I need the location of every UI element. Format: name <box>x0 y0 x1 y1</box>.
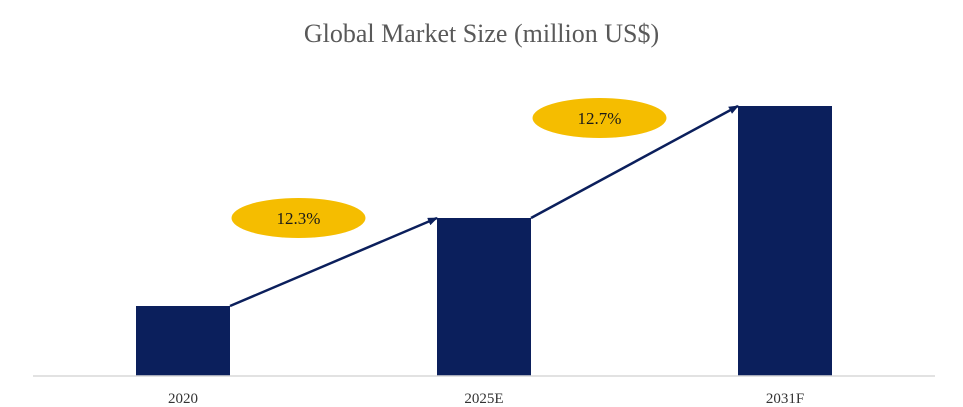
x-tick-label-2020: 2020 <box>168 391 198 407</box>
plot-area: 12.3% 12.7% <box>136 98 832 376</box>
bar-2025e <box>437 218 531 376</box>
x-tick-label-2031f: 2031F <box>766 391 804 407</box>
growth-label-1: 12.3% <box>277 209 321 228</box>
chart-title: Global Market Size (million US$) <box>304 19 659 48</box>
growth-arrow-1 <box>229 216 438 308</box>
growth-arrow-2 <box>530 104 739 220</box>
bar-2031f <box>738 106 832 376</box>
growth-label-2: 12.7% <box>578 109 622 128</box>
x-tick-label-2025e: 2025E <box>464 391 503 407</box>
bar-2020 <box>136 306 230 376</box>
growth-badge-1 <box>231 198 366 238</box>
growth-badge-2 <box>532 98 667 138</box>
